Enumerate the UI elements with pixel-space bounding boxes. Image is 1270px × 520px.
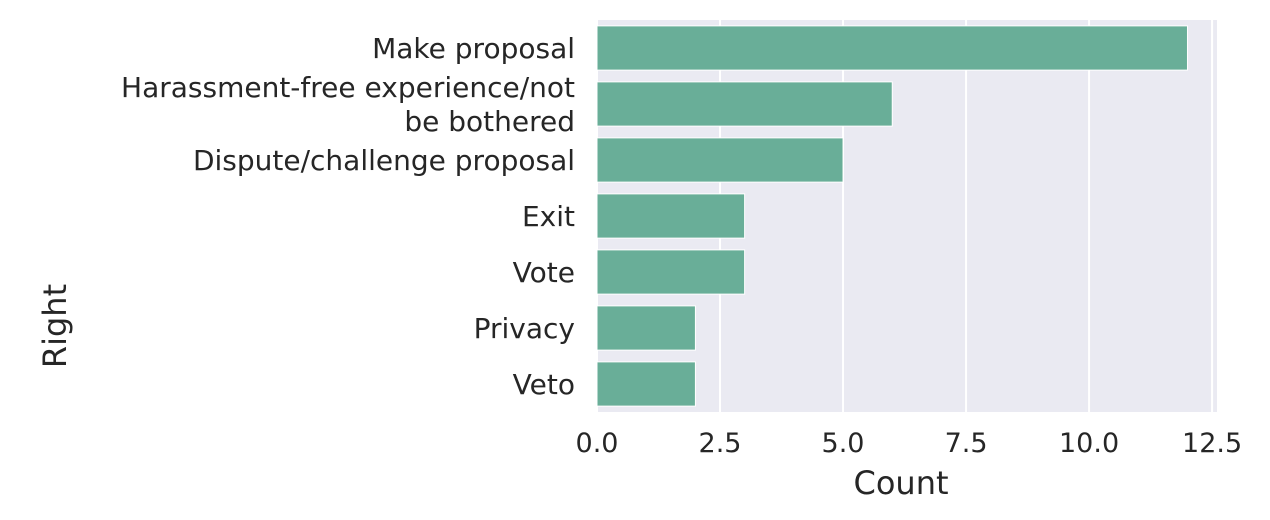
bar-2 xyxy=(596,137,844,183)
x-tick-label: 7.5 xyxy=(945,428,988,459)
category-label: Harassment-free experience/not be bothere… xyxy=(121,71,575,138)
x-tick-label: 2.5 xyxy=(699,428,742,459)
category-label-line: Dispute/challenge proposal xyxy=(193,144,575,177)
y-axis-label: Right xyxy=(36,284,74,368)
category-label-line: Exit xyxy=(522,200,575,233)
category-label: Make proposal xyxy=(372,32,575,65)
x-tick-label: 0.0 xyxy=(576,428,619,459)
category-label-line: Vote xyxy=(513,256,575,289)
x-tick-label: 5.0 xyxy=(822,428,865,459)
bar-1 xyxy=(596,81,893,127)
bar-0 xyxy=(596,25,1188,71)
category-label: Veto xyxy=(513,368,575,401)
category-label-line: Veto xyxy=(513,368,575,401)
bar-4 xyxy=(596,249,746,295)
category-label-line: be bothered xyxy=(404,105,575,138)
x-tick-labels: 0.0 2.5 5.0 7.5 10.0 12.5 xyxy=(576,428,1243,459)
category-label-line: Harassment-free experience/not xyxy=(121,71,575,104)
x-axis-label: Count xyxy=(853,464,948,502)
category-label: Dispute/challenge proposal xyxy=(193,144,575,177)
bar-3 xyxy=(596,193,746,239)
x-tick-label: 10.0 xyxy=(1059,428,1119,459)
category-labels: Make proposal Harassment-free experience/… xyxy=(121,32,575,401)
x-tick-label: 12.5 xyxy=(1182,428,1242,459)
category-label-line: Make proposal xyxy=(372,32,575,65)
category-label: Vote xyxy=(513,256,575,289)
bars xyxy=(596,25,1188,407)
bar-5 xyxy=(596,305,696,351)
bar-6 xyxy=(596,361,696,407)
category-label: Exit xyxy=(522,200,575,233)
category-label-line: Privacy xyxy=(474,312,575,345)
category-label: Privacy xyxy=(474,312,575,345)
